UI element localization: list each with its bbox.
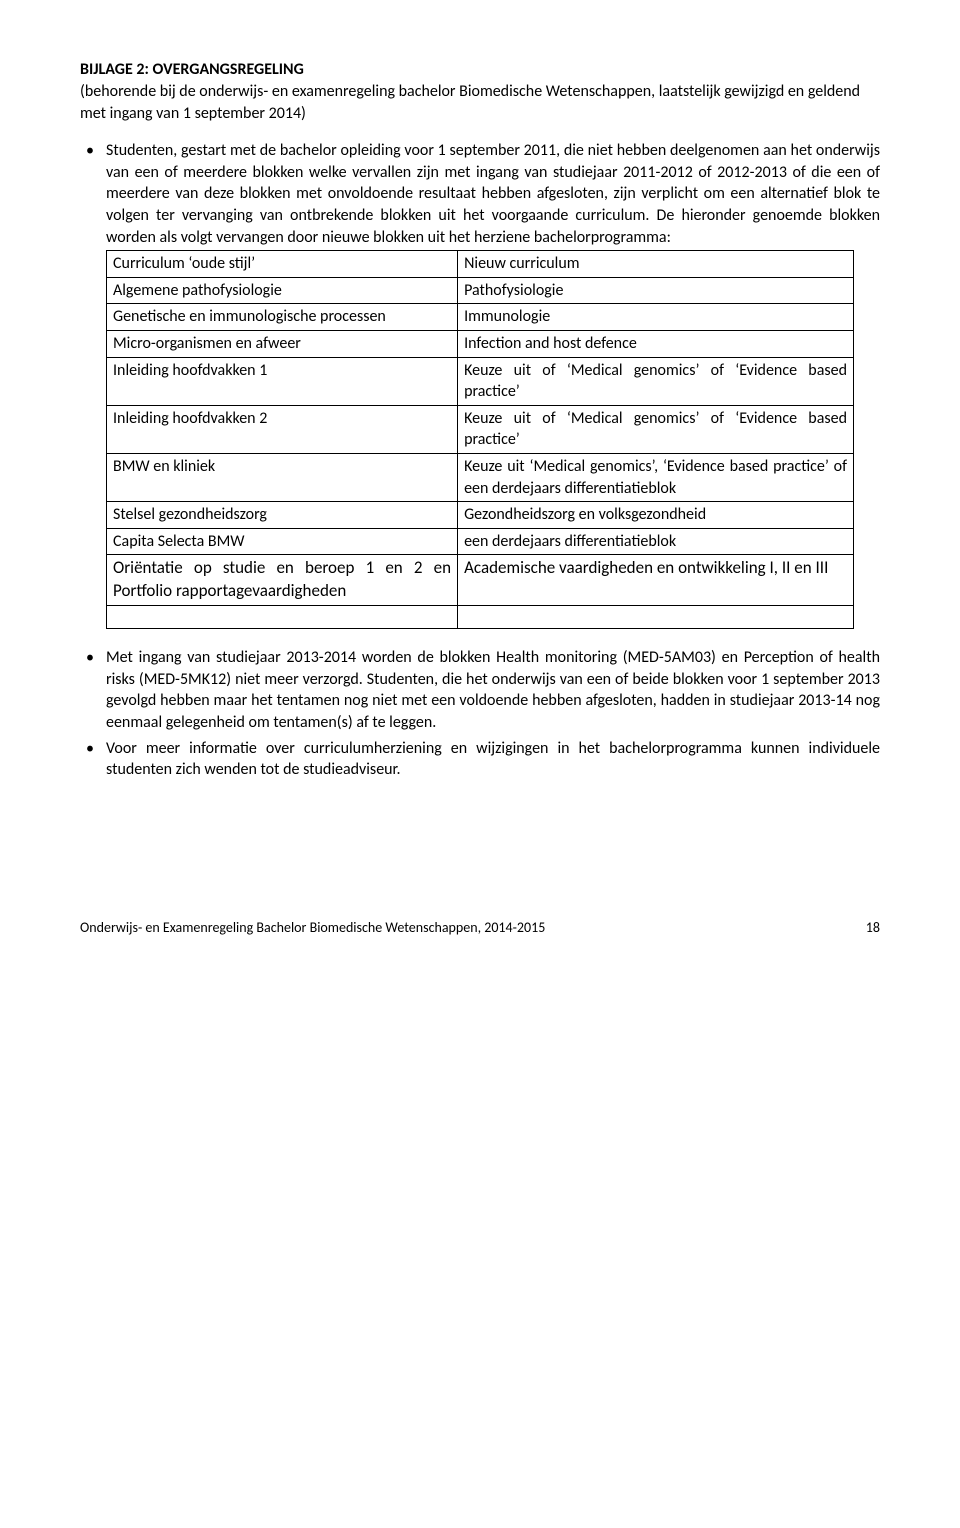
page-footer: Onderwijs- en Examenregeling Bachelor Bi…	[80, 911, 880, 936]
cell-right: Academische vaardigheden en ontwikkeling…	[458, 555, 854, 606]
cell-right-empty	[458, 606, 854, 629]
cell-right: Keuze uit ‘Medical genomics’, ‘Evidence …	[458, 453, 854, 501]
table-row: Micro-organismen en afweerInfection and …	[107, 330, 854, 357]
cell-left: Inleiding hoofdvakken 2	[107, 405, 458, 453]
table-row: Genetische en immunologische processenIm…	[107, 304, 854, 331]
cell-right: Immunologie	[458, 304, 854, 331]
table-row-empty	[107, 606, 854, 629]
bullet-list-bottom: Met ingang van studiejaar 2013-2014 word…	[80, 647, 880, 781]
cell-left: Genetische en immunologische processen	[107, 304, 458, 331]
bullet-item-1: Studenten, gestart met de bachelor oplei…	[80, 140, 880, 629]
cell-left: Curriculum ‘oude stijl’	[107, 251, 458, 278]
cell-left-empty	[107, 606, 458, 629]
cell-right: Infection and host defence	[458, 330, 854, 357]
cell-left: Algemene pathofysiologie	[107, 277, 458, 304]
bullet-item-2: Met ingang van studiejaar 2013-2014 word…	[80, 647, 880, 733]
page-heading: BIJLAGE 2: OVERGANGSREGELING	[80, 60, 880, 79]
footer-page-number: 18	[866, 919, 880, 936]
cell-right: Keuze uit of ‘Medical genomics’ of ‘Evid…	[458, 357, 854, 405]
table-row: Inleiding hoofdvakken 2Keuze uit of ‘Med…	[107, 405, 854, 453]
table-row: Capita Selecta BMWeen derdejaars differe…	[107, 528, 854, 555]
mapping-table: Curriculum ‘oude stijl’Nieuw curriculum …	[106, 250, 854, 629]
cell-left: Oriëntatie op studie en beroep 1 en 2 en…	[107, 555, 458, 606]
table-row: BMW en kliniekKeuze uit ‘Medical genomic…	[107, 453, 854, 501]
cell-left: BMW en kliniek	[107, 453, 458, 501]
bullet-item-3: Voor meer informatie over curriculumherz…	[80, 738, 880, 781]
table-row: Curriculum ‘oude stijl’Nieuw curriculum	[107, 251, 854, 278]
bullet1-text: Studenten, gestart met de bachelor oplei…	[106, 141, 880, 246]
cell-right: Gezondheidszorg en volksgezondheid	[458, 502, 854, 529]
footer-left: Onderwijs- en Examenregeling Bachelor Bi…	[80, 919, 545, 936]
bullet-list-top: Studenten, gestart met de bachelor oplei…	[80, 140, 880, 629]
table-row: Inleiding hoofdvakken 1Keuze uit of ‘Med…	[107, 357, 854, 405]
table-row: Oriëntatie op studie en beroep 1 en 2 en…	[107, 555, 854, 606]
table-row: Algemene pathofysiologiePathofysiologie	[107, 277, 854, 304]
cell-right: Pathofysiologie	[458, 277, 854, 304]
cell-right: Nieuw curriculum	[458, 251, 854, 278]
cell-right: Keuze uit of ‘Medical genomics’ of ‘Evid…	[458, 405, 854, 453]
cell-right: een derdejaars differentiatieblok	[458, 528, 854, 555]
cell-left: Inleiding hoofdvakken 1	[107, 357, 458, 405]
cell-left: Stelsel gezondheidszorg	[107, 502, 458, 529]
cell-left: Micro-organismen en afweer	[107, 330, 458, 357]
page-subheading: (behorende bij de onderwijs- en examenre…	[80, 81, 880, 124]
table-row: Stelsel gezondheidszorgGezondheidszorg e…	[107, 502, 854, 529]
cell-left: Capita Selecta BMW	[107, 528, 458, 555]
